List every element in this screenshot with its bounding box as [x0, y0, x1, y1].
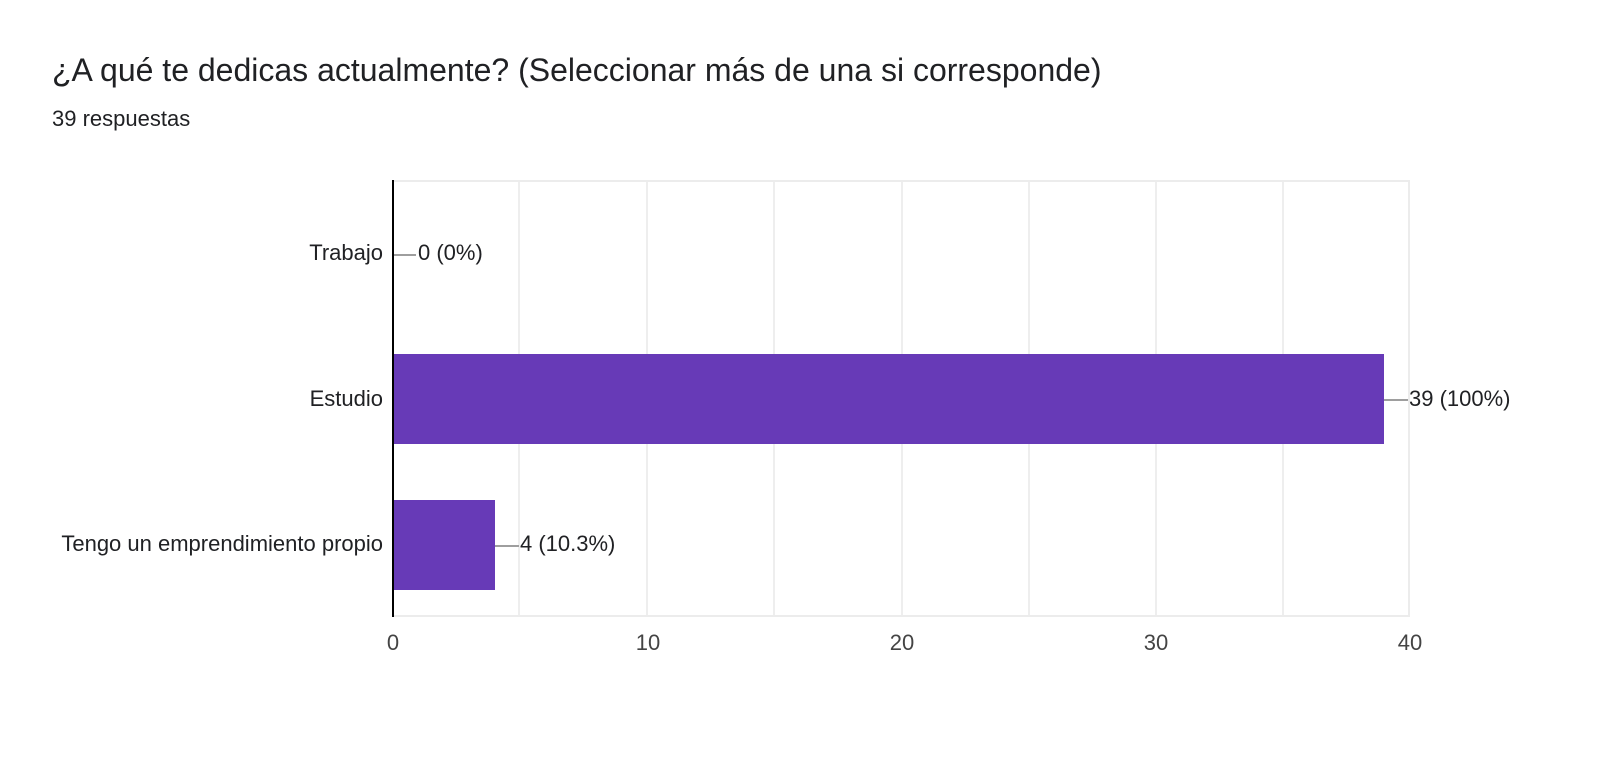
category-label-trabajo: Trabajo [309, 240, 383, 265]
value-label-trabajo: 0 (0%) [418, 240, 483, 265]
x-tick: 0 [386, 630, 400, 655]
value-label-estudio: 39 (100%) [1409, 386, 1511, 411]
bar-emprendimiento [394, 500, 495, 590]
x-tick: 40 [1397, 630, 1423, 655]
value-label-emprendimiento: 4 (10.3%) [520, 531, 616, 556]
bar-estudio [394, 354, 1384, 444]
leader-line [394, 254, 416, 256]
leader-line [495, 545, 519, 547]
response-count: 39 respuestas [52, 106, 191, 131]
x-tick: 20 [889, 630, 915, 655]
x-tick: 30 [1143, 630, 1169, 655]
category-label-emprendimiento: Tengo un emprendimiento propio [61, 531, 383, 556]
category-label-estudio: Estudio [309, 386, 383, 411]
x-tick: 10 [635, 630, 661, 655]
y-axis-line [392, 180, 394, 617]
leader-line [1384, 399, 1408, 401]
chart-title: ¿A qué te dedicas actualmente? (Seleccio… [52, 52, 1102, 88]
